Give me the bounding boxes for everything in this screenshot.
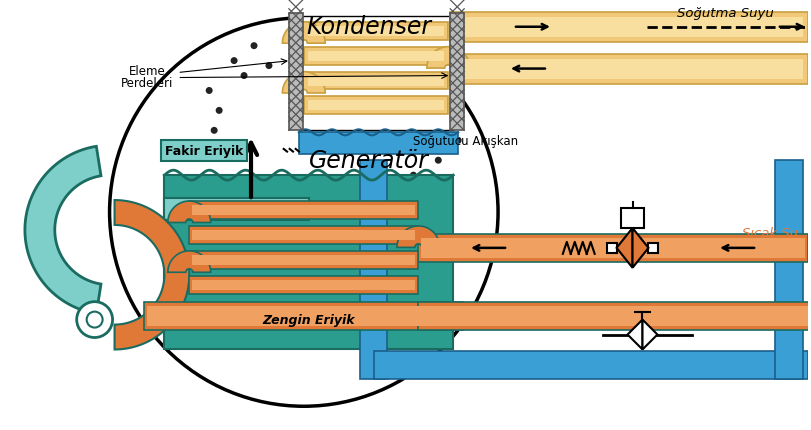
Circle shape bbox=[265, 63, 272, 70]
Circle shape bbox=[440, 128, 447, 135]
Bar bbox=[450, 13, 808, 43]
Polygon shape bbox=[282, 23, 325, 44]
Circle shape bbox=[390, 93, 397, 100]
Bar bbox=[304, 23, 448, 40]
Bar bbox=[775, 161, 803, 379]
Circle shape bbox=[385, 123, 392, 129]
Bar bbox=[450, 55, 808, 84]
Text: Eleme: Eleme bbox=[129, 65, 165, 78]
Polygon shape bbox=[642, 320, 658, 350]
Circle shape bbox=[77, 302, 113, 338]
Circle shape bbox=[221, 142, 228, 149]
Polygon shape bbox=[25, 147, 101, 314]
Circle shape bbox=[425, 113, 431, 120]
Circle shape bbox=[315, 28, 322, 35]
Text: Perdeleri: Perdeleri bbox=[121, 77, 174, 90]
Circle shape bbox=[415, 142, 422, 149]
Bar bbox=[144, 302, 463, 330]
Bar bbox=[308, 77, 444, 86]
Bar bbox=[192, 280, 415, 290]
Circle shape bbox=[230, 58, 238, 65]
Bar bbox=[165, 176, 453, 350]
Bar bbox=[418, 234, 808, 262]
Polygon shape bbox=[114, 200, 189, 350]
Bar bbox=[304, 48, 448, 65]
Bar bbox=[374, 352, 808, 379]
Bar bbox=[148, 306, 460, 326]
Circle shape bbox=[206, 88, 212, 95]
Bar bbox=[359, 161, 388, 379]
Bar bbox=[165, 199, 309, 221]
Polygon shape bbox=[633, 228, 649, 268]
Circle shape bbox=[345, 38, 352, 45]
Polygon shape bbox=[168, 251, 211, 273]
Bar bbox=[192, 206, 415, 215]
Bar bbox=[289, 14, 303, 131]
Bar bbox=[422, 238, 805, 258]
Bar bbox=[649, 243, 659, 253]
Circle shape bbox=[450, 118, 457, 125]
Text: Soğutma Suyu: Soğutma Suyu bbox=[677, 7, 775, 20]
Circle shape bbox=[420, 88, 427, 95]
Circle shape bbox=[300, 53, 307, 60]
Circle shape bbox=[241, 73, 247, 80]
Polygon shape bbox=[628, 320, 642, 350]
Circle shape bbox=[405, 98, 412, 104]
Bar bbox=[453, 18, 803, 37]
Circle shape bbox=[216, 108, 223, 115]
Bar bbox=[304, 72, 448, 90]
Bar bbox=[607, 243, 616, 253]
Bar bbox=[189, 251, 418, 269]
Bar bbox=[620, 209, 645, 228]
Bar bbox=[453, 59, 803, 80]
Bar bbox=[308, 101, 444, 111]
Bar bbox=[422, 306, 811, 326]
Bar bbox=[189, 276, 418, 294]
Polygon shape bbox=[282, 72, 325, 94]
Text: Zengin Eriyik: Zengin Eriyik bbox=[263, 313, 355, 326]
Circle shape bbox=[211, 128, 217, 135]
Circle shape bbox=[87, 312, 103, 328]
Circle shape bbox=[251, 43, 258, 50]
Circle shape bbox=[375, 78, 382, 85]
Circle shape bbox=[375, 53, 382, 60]
Circle shape bbox=[335, 43, 342, 50]
Circle shape bbox=[285, 33, 292, 40]
Circle shape bbox=[410, 172, 417, 179]
Bar bbox=[189, 202, 418, 219]
Circle shape bbox=[455, 103, 461, 110]
Bar bbox=[308, 27, 444, 37]
Bar bbox=[298, 133, 458, 155]
Text: Generatör: Generatör bbox=[308, 149, 428, 173]
Polygon shape bbox=[397, 227, 440, 248]
Text: Kondenser: Kondenser bbox=[306, 15, 431, 39]
Text: Fakir Eriyik: Fakir Eriyik bbox=[165, 144, 243, 157]
Bar bbox=[192, 230, 415, 240]
Bar bbox=[418, 302, 811, 330]
Circle shape bbox=[435, 157, 442, 164]
Circle shape bbox=[109, 19, 498, 406]
Polygon shape bbox=[427, 48, 470, 69]
Text: Sıcak Su: Sıcak Su bbox=[742, 227, 798, 240]
Polygon shape bbox=[168, 202, 211, 223]
Bar bbox=[450, 14, 464, 131]
Bar bbox=[189, 227, 418, 244]
Bar bbox=[308, 52, 444, 61]
Circle shape bbox=[455, 138, 461, 144]
Bar bbox=[192, 255, 415, 265]
Text: Soğutucu Akışkan: Soğutucu Akışkan bbox=[414, 135, 518, 147]
Bar bbox=[298, 17, 453, 131]
Bar bbox=[304, 97, 448, 115]
Polygon shape bbox=[616, 228, 633, 268]
Circle shape bbox=[395, 108, 402, 115]
Circle shape bbox=[355, 68, 362, 75]
